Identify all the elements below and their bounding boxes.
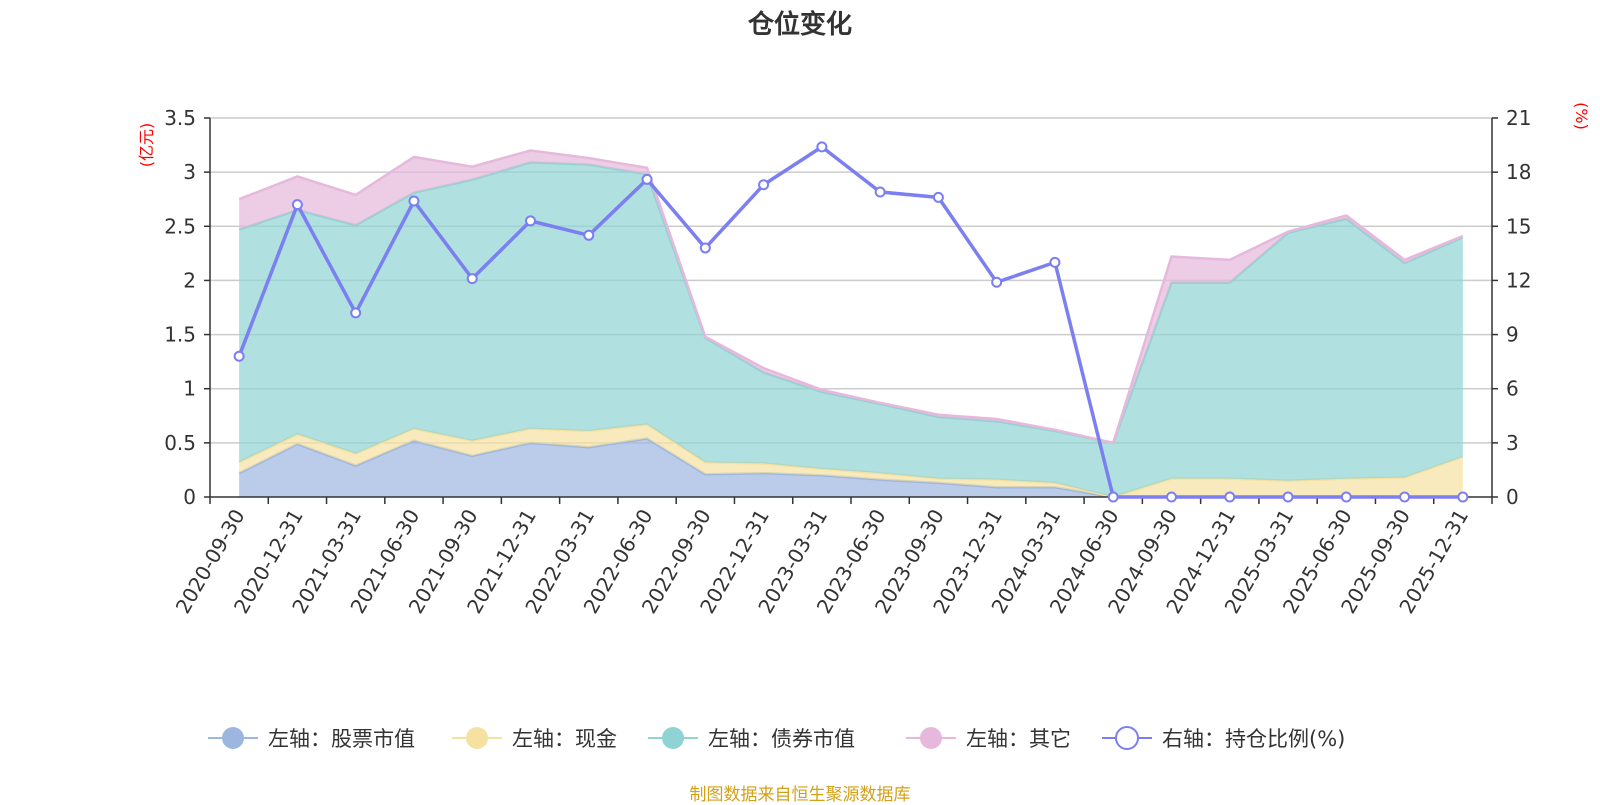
left-axis-tick-label: 0.5 (164, 431, 196, 455)
ratio-line-point (408, 195, 420, 207)
legend-item: 左轴：股票市值 (208, 727, 415, 751)
ratio-line-point (1340, 491, 1352, 503)
left-axis-tick-label: 1.5 (164, 323, 196, 347)
legend-item: 左轴：其它 (906, 727, 1071, 751)
area-series-2 (239, 162, 1463, 497)
right-axis-tick-label: 18 (1506, 160, 1531, 184)
left-axis-tick-label: 2 (183, 268, 196, 292)
right-axis-tick-label: 3 (1506, 431, 1519, 455)
ratio-line-point (350, 307, 362, 319)
ratio-line-point (816, 141, 828, 153)
ratio-line-point (1166, 491, 1177, 503)
legend-label: 左轴：股票市值 (268, 727, 415, 751)
legend-label: 右轴：持仓比例(%) (1162, 727, 1345, 751)
area-series-1 (239, 424, 1463, 497)
source-note: 制图数据来自恒生聚源数据库 (689, 785, 911, 805)
legend-label: 左轴：债券市值 (708, 727, 855, 751)
ratio-line-path (237, 145, 1463, 499)
chart-title: 仓位变化 (747, 10, 852, 40)
ratio-line-point (699, 242, 711, 254)
legend-marker-icon (662, 727, 684, 749)
legend-marker-icon (920, 727, 942, 749)
right-axis-tick-label: 0 (1506, 485, 1519, 509)
legend-item: 左轴：债券市值 (648, 727, 855, 751)
ratio-line-point (932, 191, 944, 203)
left-axis-unit: (亿元) (137, 123, 156, 168)
ratio-line-point (1282, 491, 1294, 503)
legend-marker-icon (1115, 726, 1139, 750)
stacked-areas (238, 149, 1464, 499)
legend-label: 左轴：现金 (512, 727, 617, 751)
right-axis-tick-label: 12 (1506, 268, 1531, 292)
ratio-line-point (1049, 256, 1061, 268)
right-axis-tick-label: 6 (1506, 377, 1519, 401)
legend: 左轴：股票市值 左轴：现金 左轴：债券市值 左轴：其它 右轴：持仓比例(%) (208, 726, 1345, 751)
legend-marker-icon (466, 727, 488, 749)
left-axis-tick-label: 3 (183, 160, 196, 184)
legend-item: 左轴：现金 (452, 727, 617, 751)
legend-label: 左轴：其它 (966, 727, 1071, 751)
ratio-line-point (1107, 491, 1119, 503)
legend-marker-icon (222, 727, 244, 749)
right-axis-tick-label: 21 (1506, 106, 1531, 130)
ratio-line-point (291, 199, 303, 211)
right-axis-tick-label: 9 (1506, 323, 1519, 347)
ratio-line-point (1224, 491, 1236, 503)
ratio-line-point (466, 273, 478, 285)
area-edge-series-3 (238, 149, 1464, 445)
ratio-line-point (525, 215, 536, 227)
ratio-line-point (758, 179, 770, 191)
right-axis-tick-label: 15 (1506, 214, 1531, 238)
right-axis-unit: (%) (1572, 102, 1591, 130)
ratio-line-point (583, 229, 595, 241)
ratio-line (233, 141, 1469, 503)
ratio-line-point (874, 186, 886, 198)
left-axis-tick-label: 1 (183, 377, 196, 401)
area-series-0 (239, 438, 1463, 497)
ratio-line-point (1399, 491, 1411, 503)
ratio-line-point (991, 276, 1003, 288)
ratio-line-point (641, 173, 653, 185)
ratio-line-point (1457, 491, 1469, 503)
left-axis-tick-label: 2.5 (164, 214, 196, 238)
legend-item: 右轴：持仓比例(%) (1102, 726, 1345, 751)
left-axis-tick-label: 0 (183, 485, 196, 509)
ratio-line-point (233, 350, 245, 362)
left-axis-tick-label: 3.5 (164, 106, 196, 130)
